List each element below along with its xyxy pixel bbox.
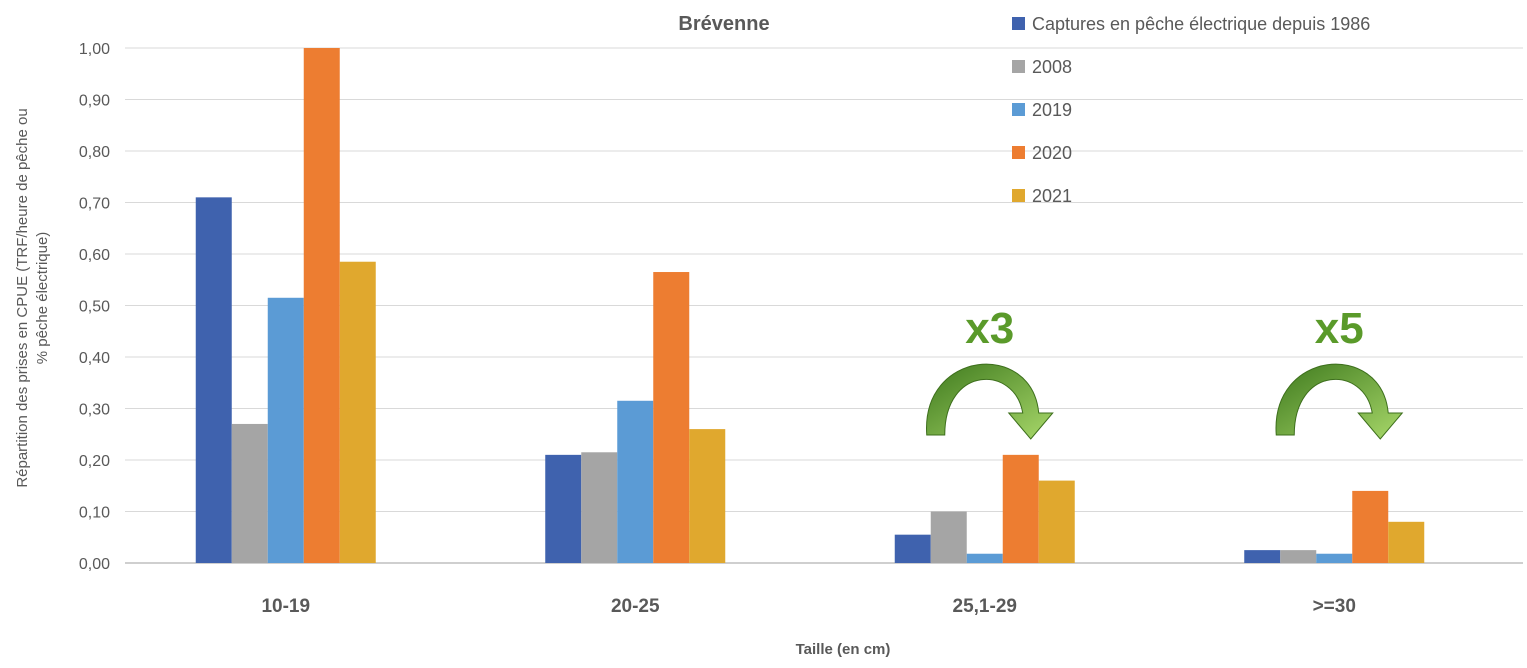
bar: [653, 272, 690, 563]
y-axis-title-line-2: % pêche électrique): [34, 232, 51, 365]
legend-swatch: [1012, 103, 1025, 116]
axes: 0,00 0,10 0,20 0,30 0,40 0,50 0,60 0,70 0,80 0,90…: [79, 41, 1523, 617]
y-tick-label: 0,00: [79, 556, 110, 573]
bar: [1388, 521, 1425, 563]
y-tick-label: 1,00: [79, 41, 110, 58]
bar: [1352, 490, 1389, 563]
annotation-label: x3: [965, 304, 1014, 353]
legend-label: 2008: [1032, 57, 1072, 77]
bar: [581, 452, 618, 563]
legend-label: 2021: [1032, 186, 1072, 206]
x-axis-title: Taille (en cm): [796, 641, 891, 658]
bar: [545, 454, 582, 563]
legend-swatch: [1012, 146, 1025, 159]
legend-swatch: [1012, 60, 1025, 73]
bar: [1280, 550, 1317, 563]
bar: [1038, 480, 1075, 563]
legend: Captures en pêche électrique depuis 1986…: [1012, 14, 1370, 206]
y-tick-label: 0,20: [79, 453, 110, 470]
bar: [617, 400, 654, 563]
bar: [1244, 550, 1281, 563]
x-tick-label: >=30: [1313, 596, 1356, 617]
bar: [894, 534, 931, 563]
annotation-label: x5: [1315, 304, 1364, 353]
y-tick-label: 0,60: [79, 247, 110, 264]
x-tick-label: 25,1-29: [953, 596, 1017, 617]
bar: [930, 511, 967, 563]
bar: [195, 197, 232, 563]
legend-swatch: [1012, 189, 1025, 202]
bar: [339, 261, 376, 563]
bar: [1316, 553, 1353, 563]
bar: [303, 48, 340, 563]
y-tick-label: 0,50: [79, 299, 110, 316]
bar: [1002, 454, 1039, 563]
y-axis-title-line-1: Répartition des prises en CPUE (TRF/heur…: [14, 108, 31, 487]
y-tick-label: 0,90: [79, 93, 110, 110]
x-tick-label: 10-19: [261, 596, 310, 617]
x-tick-label: 20-25: [611, 596, 660, 617]
annotations: x3 x5: [926, 304, 1404, 440]
y-tick-label: 0,70: [79, 196, 110, 213]
chart-title: Brévenne: [678, 13, 769, 35]
y-tick-label: 0,10: [79, 505, 110, 522]
bar: [966, 553, 1003, 563]
bar: [267, 297, 304, 563]
bar: [689, 429, 726, 563]
legend-label: 2019: [1032, 100, 1072, 120]
curved-arrow-icon: [926, 363, 1054, 440]
legend-label: Captures en pêche électrique depuis 1986: [1032, 14, 1370, 34]
curved-arrow-icon: [1275, 363, 1404, 440]
y-tick-label: 0,40: [79, 350, 110, 367]
legend-swatch: [1012, 17, 1025, 30]
y-tick-label: 0,30: [79, 402, 110, 419]
legend-label: 2020: [1032, 143, 1072, 163]
bars: [195, 48, 1425, 563]
y-tick-label: 0,80: [79, 144, 110, 161]
bar: [231, 423, 268, 563]
